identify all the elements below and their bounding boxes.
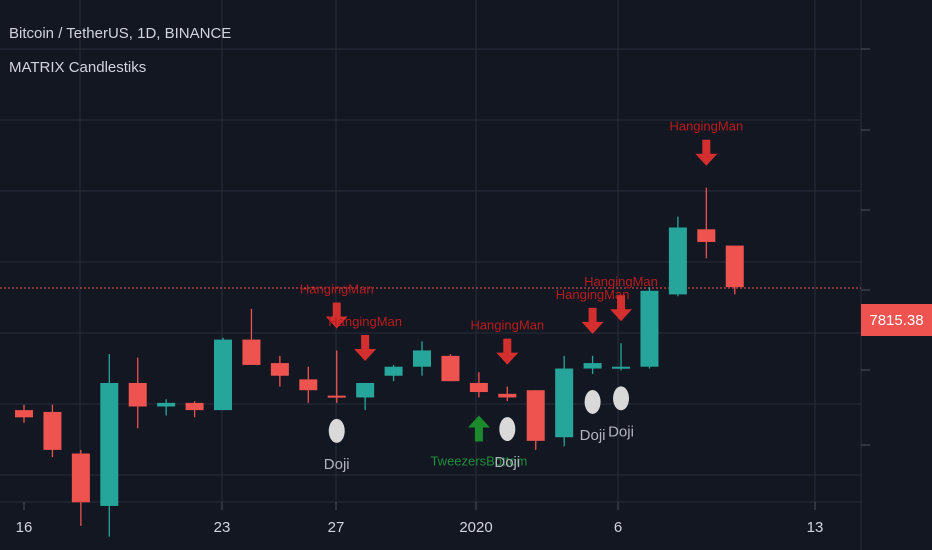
candle-body bbox=[441, 355, 460, 382]
pattern-label: Doji bbox=[494, 454, 520, 471]
candle-body bbox=[384, 366, 403, 376]
last-price-badge: 7815.38 bbox=[861, 304, 932, 336]
candle-body bbox=[157, 402, 176, 407]
doji-marker-icon bbox=[499, 417, 516, 442]
candle-body bbox=[270, 363, 289, 376]
candle-body bbox=[15, 410, 33, 418]
candle-body bbox=[583, 363, 602, 369]
pattern-label: Doji bbox=[580, 427, 606, 444]
candle-body bbox=[242, 339, 261, 365]
candles bbox=[15, 187, 744, 537]
candle-body bbox=[612, 366, 631, 369]
candle-body bbox=[640, 290, 659, 367]
arrow-up-icon bbox=[467, 415, 490, 442]
candle-body bbox=[71, 453, 90, 503]
x-tick-label: 23 bbox=[214, 519, 231, 536]
doji-marker-icon bbox=[328, 418, 345, 443]
arrow-down-icon bbox=[325, 302, 348, 329]
pattern-label: TweezersBottom bbox=[430, 453, 527, 468]
candle-body bbox=[668, 227, 687, 295]
candle-body bbox=[185, 402, 204, 411]
candle-body bbox=[100, 382, 119, 506]
x-tick-label: 13 bbox=[807, 519, 824, 536]
x-tick-label: 2020 bbox=[459, 519, 492, 536]
candle-body bbox=[526, 390, 545, 441]
x-axis-ticks: 16 23 27 2020 6 13 bbox=[16, 502, 824, 536]
candle-body bbox=[214, 339, 233, 411]
candle-body bbox=[555, 368, 574, 438]
candle-body bbox=[128, 382, 147, 407]
arrow-down-icon bbox=[496, 338, 519, 365]
candle-body bbox=[413, 350, 432, 367]
indicator-name: MATRIX Candlestiks bbox=[9, 59, 147, 76]
pattern-label: HangingMan bbox=[584, 274, 658, 289]
chart-title: Bitcoin / TetherUS, 1D, BINANCE bbox=[9, 25, 232, 42]
pattern-label: Doji bbox=[608, 423, 634, 440]
x-tick-label: 6 bbox=[614, 519, 622, 536]
y-axis-ticks bbox=[861, 48, 870, 446]
pattern-label: HangingMan bbox=[669, 119, 743, 134]
pattern-label: HangingMan bbox=[328, 314, 402, 329]
candle-body bbox=[299, 379, 318, 391]
pattern-label: HangingMan bbox=[300, 281, 374, 296]
candle-body bbox=[356, 382, 375, 398]
x-tick-label: 27 bbox=[328, 519, 345, 536]
arrow-down-icon bbox=[354, 334, 377, 361]
x-tick-label: 16 bbox=[16, 519, 33, 536]
pattern-label: HangingMan bbox=[470, 318, 544, 333]
candle-body bbox=[498, 393, 517, 398]
candle-body bbox=[697, 229, 716, 242]
doji-marker-icon bbox=[613, 386, 630, 411]
arrow-down-icon bbox=[581, 307, 604, 334]
pattern-label: HangingMan bbox=[556, 287, 630, 302]
arrow-down-icon bbox=[610, 295, 633, 322]
doji-marker-icon bbox=[584, 389, 601, 414]
arrow-down-icon bbox=[695, 139, 718, 166]
candle-body bbox=[327, 395, 346, 398]
candle-body bbox=[43, 411, 62, 450]
candle-body bbox=[725, 245, 744, 288]
pattern-label: Doji bbox=[324, 456, 350, 473]
candle-body bbox=[469, 382, 488, 393]
